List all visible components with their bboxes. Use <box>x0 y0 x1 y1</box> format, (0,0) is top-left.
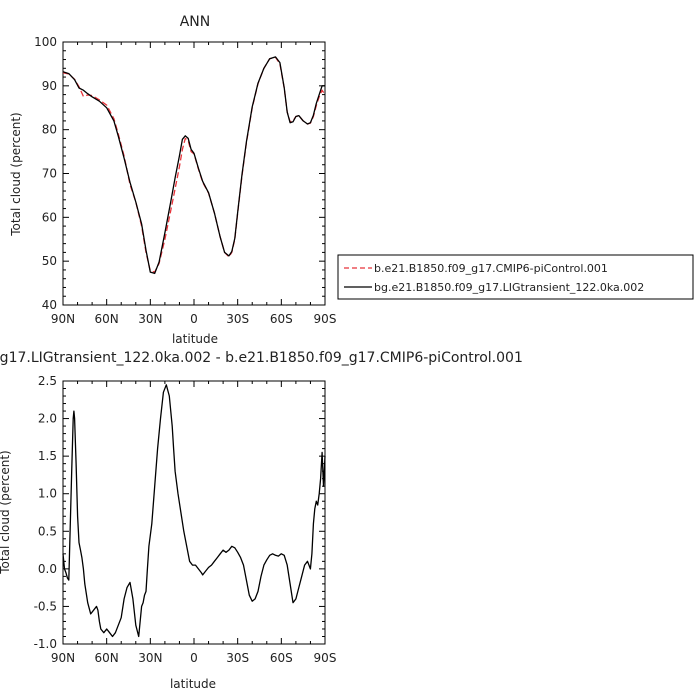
y-tick-label: 2.5 <box>38 374 57 388</box>
series-line-0 <box>62 56 326 273</box>
x-tick-label: 90S <box>314 312 337 326</box>
plot-frame <box>62 41 326 306</box>
y-tick-label: 80 <box>42 123 57 137</box>
y-tick-label: -1.0 <box>34 637 57 651</box>
y-tick-label: 1.5 <box>38 449 57 463</box>
plot-frame <box>62 380 326 645</box>
bottom-chart-title: bg.e21.B1850.f09_g17.LIGtransient_122.0k… <box>0 350 523 366</box>
bottom-x-axis-label: latitude <box>170 677 216 691</box>
legend-box <box>337 254 694 300</box>
top-chart-title: ANN <box>180 14 211 30</box>
x-tick-label: 60N <box>95 651 119 665</box>
y-tick-label: 100 <box>34 35 57 49</box>
y-tick-label: 0.0 <box>38 562 57 576</box>
y-tick-label: 0.5 <box>38 524 57 538</box>
y-tick-label: 1.0 <box>38 487 57 501</box>
y-tick-label: 40 <box>42 298 57 312</box>
x-tick-label: 30S <box>226 651 249 665</box>
bottom-panel: bg.e21.B1850.f09_g17.LIGtransient_122.0k… <box>0 350 523 691</box>
top-y-axis-label: Total cloud (percent) <box>9 112 23 236</box>
x-tick-label: 0 <box>190 651 198 665</box>
x-tick-label: 30N <box>138 312 162 326</box>
x-tick-label: 30N <box>138 651 162 665</box>
bottom-y-axis-label: Total cloud (percent) <box>0 450 12 574</box>
x-tick-label: 0 <box>190 312 198 326</box>
top-plot-area: 90N 60N 30N 0 30S 60S 90S 40 50 60 70 80 90 100 <box>34 35 336 326</box>
x-tick-label: 90N <box>51 651 75 665</box>
x-tick-label: 60S <box>270 651 293 665</box>
y-tick-label: 50 <box>42 254 57 268</box>
series-line-0 <box>62 384 326 638</box>
x-tick-label: 90N <box>51 312 75 326</box>
x-tick-label: 90S <box>314 651 337 665</box>
legend-label-transient: bg.e21.B1850.f09_g17.LIGtransient_122.0k… <box>374 281 644 294</box>
x-tick-label: 30S <box>226 312 249 326</box>
y-tick-label: -0.5 <box>34 599 57 613</box>
legend-label-control: b.e21.B1850.f09_g17.CMIP6-piControl.001 <box>374 262 608 275</box>
y-tick-label: 70 <box>42 167 57 181</box>
legend: b.e21.B1850.f09_g17.CMIP6-piControl.001 … <box>337 254 694 300</box>
top-panel: ANN Total cloud (percent) latitude 90N 60… <box>9 14 336 346</box>
series-line-1 <box>62 56 325 275</box>
y-tick-label: 2.0 <box>38 412 57 426</box>
x-tick-label: 60S <box>270 312 293 326</box>
top-x-axis-label: latitude <box>172 332 218 346</box>
x-tick-label: 60N <box>95 312 119 326</box>
y-tick-label: 90 <box>42 79 57 93</box>
bottom-plot-area: 90N 60N 30N 0 30S 60S 90S -1.0 -0.5 0.0 0.5 1.0 1.5 2… <box>34 374 337 665</box>
y-tick-label: 60 <box>42 210 57 224</box>
